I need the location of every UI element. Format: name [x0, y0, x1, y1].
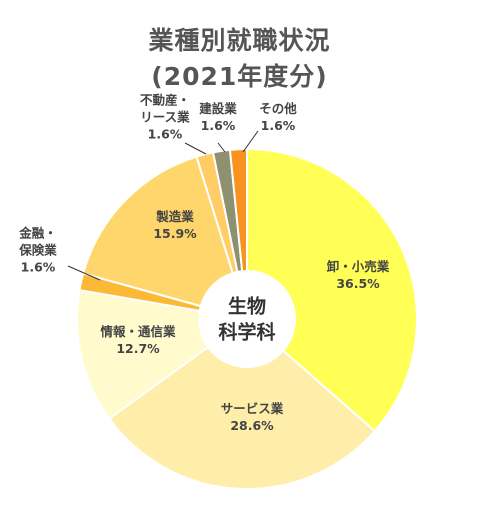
slice-value-label-4: 15.9% — [153, 226, 197, 241]
slice-name-label-4: 製造業 — [155, 209, 194, 224]
slice-value-label-0: 36.5% — [336, 276, 380, 291]
slice-name-label-1: サービス業 — [221, 401, 284, 416]
slice-name-label-2: 情報・通信業 — [100, 324, 176, 339]
slice-name-label-0: 卸・小売業 — [327, 259, 390, 274]
slice-value-label-3: 1.6% — [21, 260, 56, 275]
slice-value-label-7: 1.6% — [261, 118, 296, 133]
chart-title-line-1: 業種別就職状況 — [148, 26, 331, 55]
center-label-0: 生物 — [228, 295, 266, 318]
slice-name-label-7: その他 — [259, 101, 297, 116]
slice-name-label-5: リース業 — [140, 110, 190, 125]
center-label-1: 科学科 — [218, 321, 275, 344]
slice-name-label-3: 保険業 — [18, 243, 57, 258]
slice-value-label-2: 12.7% — [116, 341, 160, 356]
slice-name-label-3: 金融・ — [18, 226, 57, 241]
slice-0 — [246, 147, 418, 433]
slice-name-label-5: 不動産・ — [140, 93, 190, 108]
leader-line-6 — [217, 142, 226, 153]
slice-4 — [81, 155, 235, 308]
slice-2 — [76, 288, 210, 421]
leader-line-5 — [184, 142, 207, 155]
slice-value-label-6: 1.6% — [201, 118, 236, 133]
slice-name-label-6: 建設業 — [199, 101, 237, 116]
slice-value-label-1: 28.6% — [230, 418, 274, 433]
slice-1 — [107, 345, 377, 490]
leader-line-7 — [242, 130, 259, 153]
leader-line-3 — [67, 265, 101, 281]
chart-title-line-2: (2021年度分) — [151, 62, 328, 91]
slice-7 — [228, 147, 248, 273]
slice-value-label-5: 1.6% — [148, 127, 183, 142]
